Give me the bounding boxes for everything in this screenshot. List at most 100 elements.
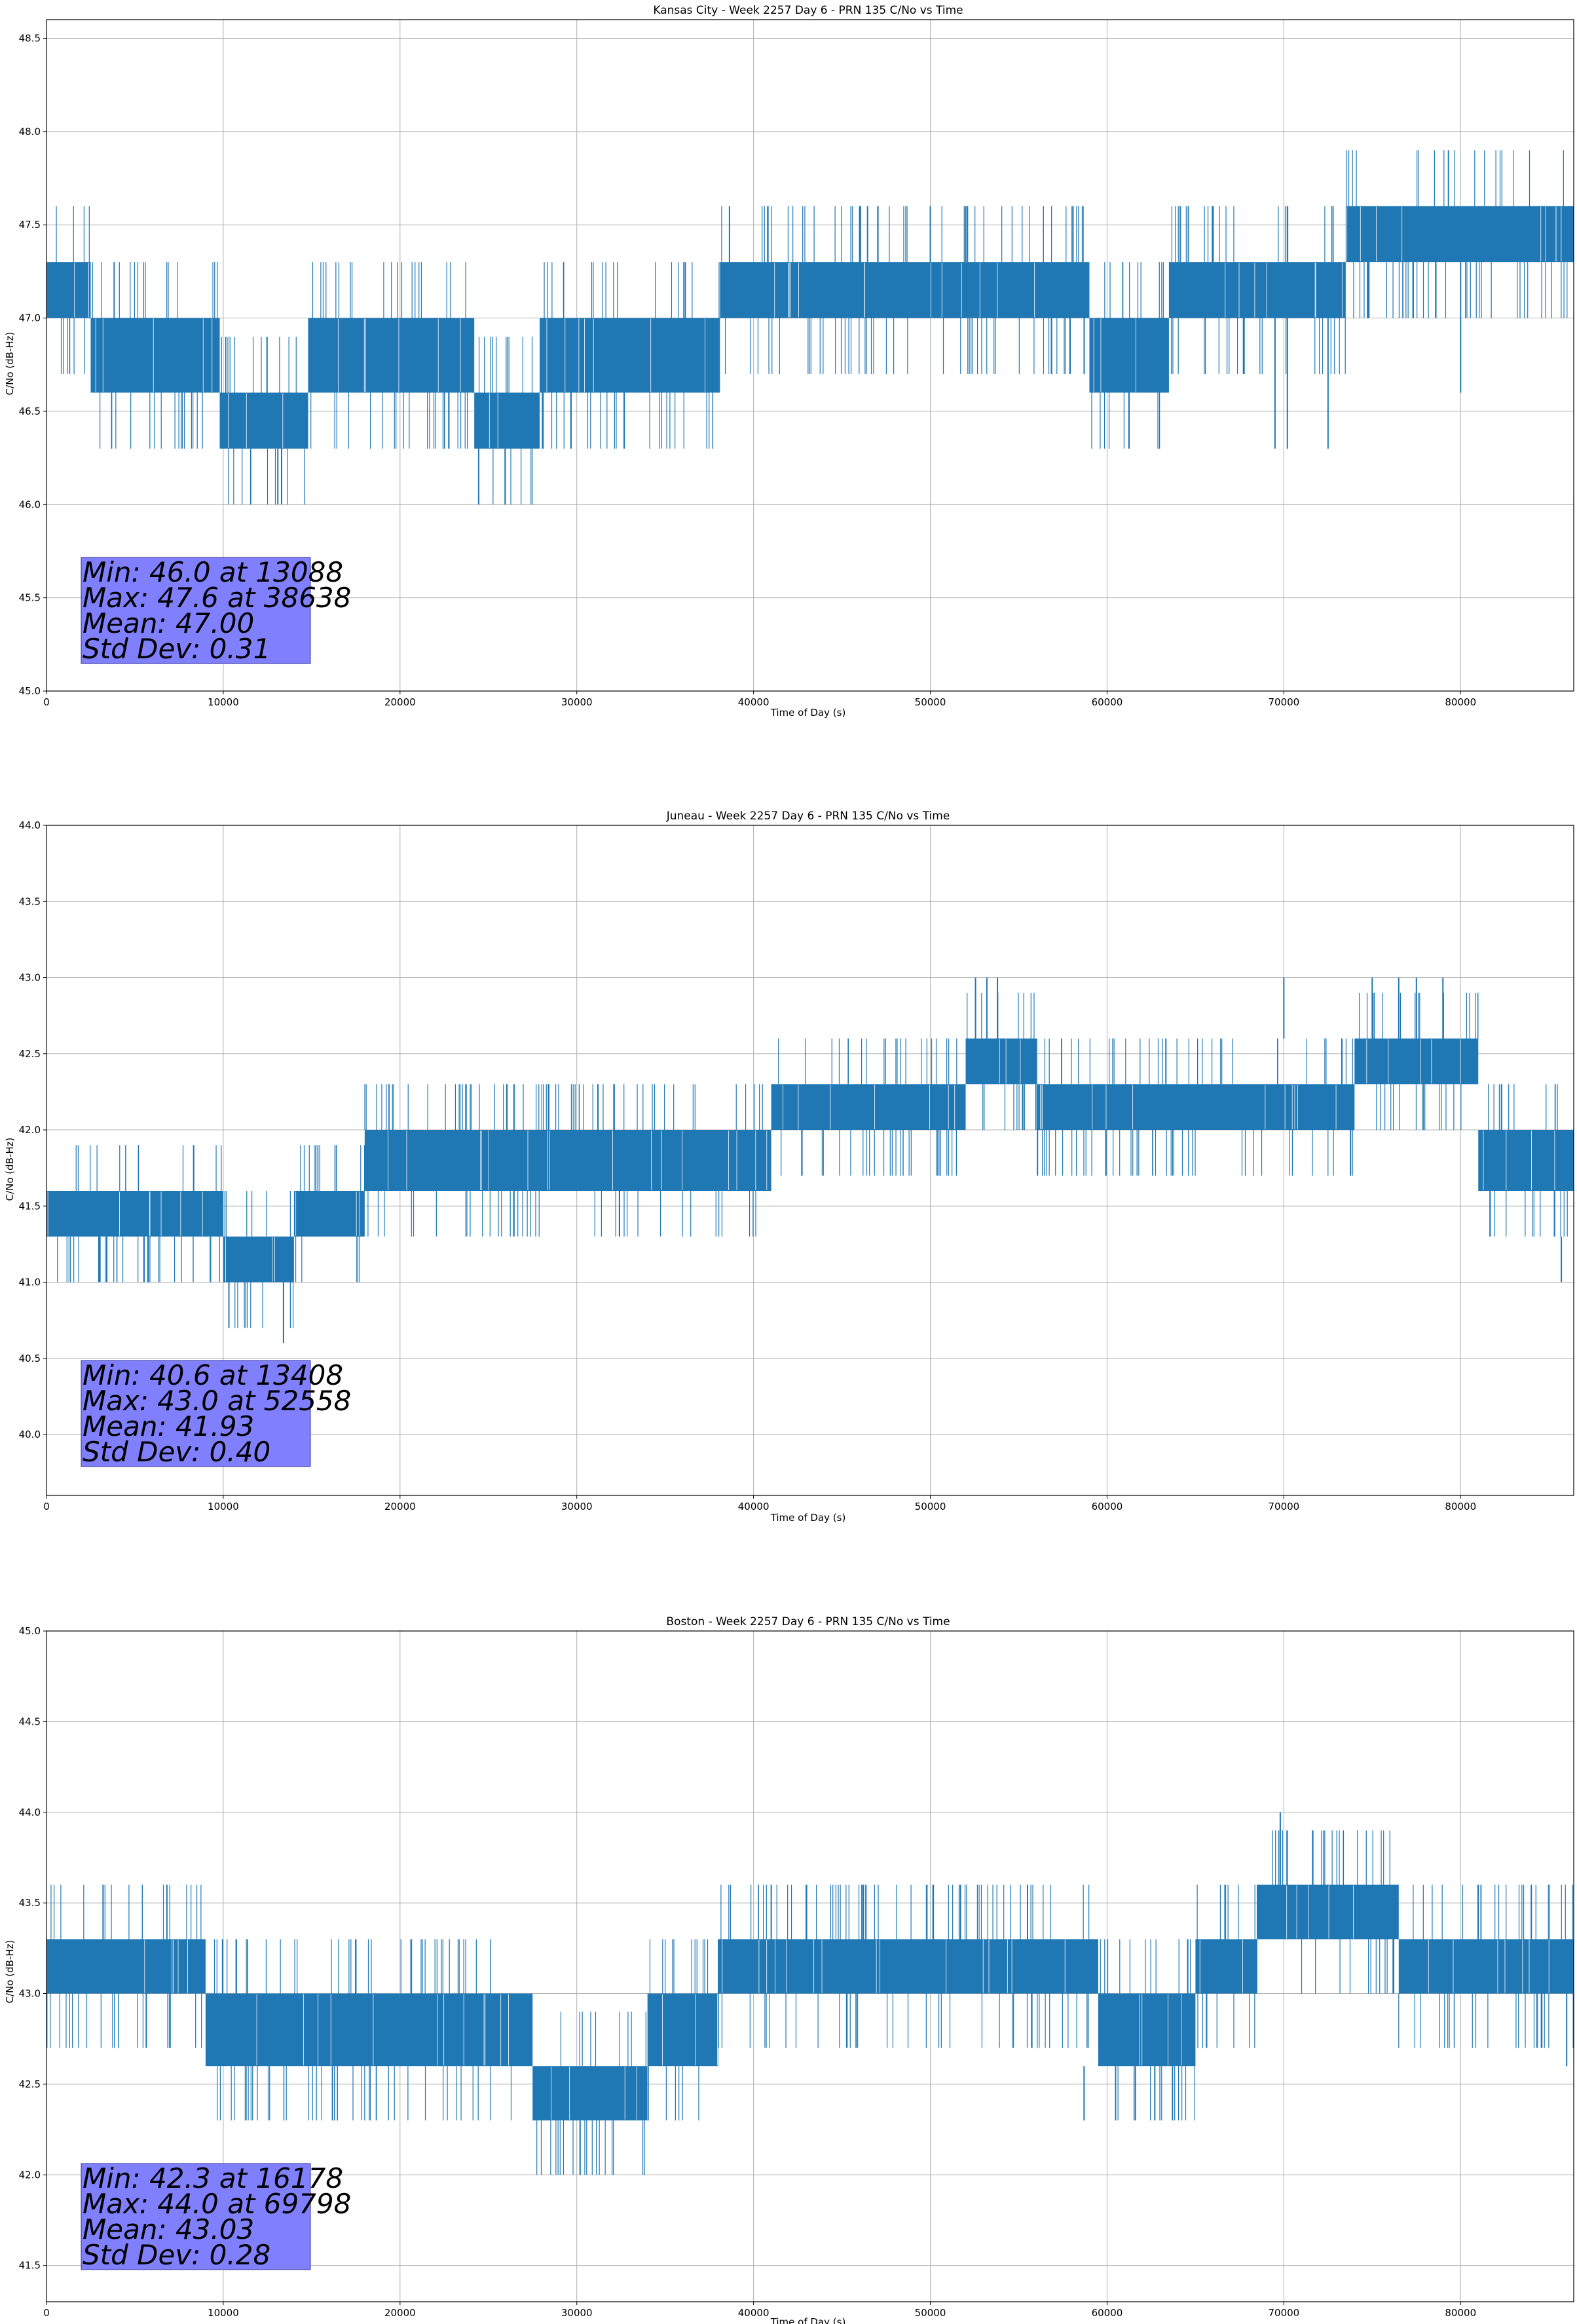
x-tick-label: 0 xyxy=(43,696,50,708)
stats-box-background xyxy=(81,1360,311,1467)
signal-band xyxy=(293,1191,365,1237)
stats-box: Min: 40.6 at 13408 Max: 43.0 at 52558 Me… xyxy=(81,1359,351,1468)
y-tick-label: 41.0 xyxy=(19,1277,41,1288)
x-axis-ticks: 0 10000 20000 30000 40000 50000 60000 70000 8000… xyxy=(43,2302,1476,2319)
x-tick-label: 0 xyxy=(43,2307,50,2319)
x-tick-label: 0 xyxy=(43,1501,50,1512)
stats-box: Min: 46.0 at 13088 Max: 47.6 at 38638 Me… xyxy=(81,556,351,665)
y-axis-ticks: 40.0 40.5 41.0 41.5 42.0 42.5 43.0 43.5 44.0 xyxy=(19,819,46,1440)
x-tick-label: 20000 xyxy=(384,696,416,708)
y-tick-label: 43.0 xyxy=(19,972,41,984)
plot-area-frame xyxy=(46,19,1574,692)
signal-band xyxy=(223,1236,294,1283)
x-tick-label: 30000 xyxy=(561,696,593,708)
y-tick-label: 47.0 xyxy=(19,312,41,324)
data-series xyxy=(46,977,1574,1343)
y-tick-label: 46.0 xyxy=(19,498,41,510)
x-tick-label: 20000 xyxy=(384,1501,416,1512)
y-tick-label: 48.0 xyxy=(19,126,41,138)
plot-area-frame xyxy=(46,825,1574,1496)
stat-mean: Mean: 43.03 xyxy=(83,2213,254,2245)
signal-band xyxy=(1398,1939,1574,1994)
y-axis-label: C/No (dB-Hz) xyxy=(4,1940,16,2004)
x-tick-label: 30000 xyxy=(561,2307,593,2319)
signal-band xyxy=(308,318,475,393)
signal-band xyxy=(532,2066,648,2121)
y-axis-ticks: 41.5 42.0 42.5 43.0 43.5 44.0 44.5 45.0 xyxy=(19,1625,46,2272)
signal-band xyxy=(1098,1993,1196,2067)
x-tick-label: 70000 xyxy=(1268,696,1299,708)
y-axis-label: C/No (dB-Hz) xyxy=(4,332,16,396)
chart-title: Juneau - Week 2257 Day 6 - PRN 135 C/No … xyxy=(666,810,950,823)
signal-band xyxy=(540,318,720,393)
y-tick-label: 45.0 xyxy=(19,1625,41,1637)
x-tick-label: 10000 xyxy=(208,696,239,708)
x-tick-label: 80000 xyxy=(1445,1501,1476,1512)
signal-band xyxy=(46,1191,179,1237)
y-tick-label: 40.5 xyxy=(19,1353,41,1364)
y-tick-label: 46.5 xyxy=(19,405,41,417)
y-tick-label: 42.5 xyxy=(19,1048,41,1060)
x-tick-label: 50000 xyxy=(915,696,946,708)
signal-band xyxy=(1354,1038,1479,1085)
x-axis-label: Time of Day (s) xyxy=(770,2316,846,2324)
x-axis-ticks: 0 10000 20000 30000 40000 50000 60000 70000 8000… xyxy=(43,1495,1476,1512)
stat-min: Min: 46.0 at 13088 xyxy=(83,556,343,588)
x-tick-label: 40000 xyxy=(738,696,770,708)
y-tick-label: 44.0 xyxy=(19,1807,41,1818)
stat-std-dev: Std Dev: 0.40 xyxy=(83,1436,270,1468)
signal-band xyxy=(364,1130,489,1191)
x-axis-label: Time of Day (s) xyxy=(770,707,846,719)
x-tick-label: 60000 xyxy=(1092,2307,1123,2319)
stat-max: Max: 44.0 at 69798 xyxy=(83,2188,351,2220)
x-tick-label: 60000 xyxy=(1092,1501,1123,1512)
signal-band xyxy=(46,1939,206,1994)
y-axis-ticks: 45.0 45.5 46.0 46.5 47.0 47.5 48.0 48.5 xyxy=(19,32,46,697)
chart-title: Boston - Week 2257 Day 6 - PRN 135 C/No … xyxy=(666,1615,950,1628)
signal-band xyxy=(46,262,91,318)
stat-max: Max: 47.6 at 38638 xyxy=(83,582,351,614)
signal-band xyxy=(718,1939,1098,1994)
signal-band xyxy=(488,1130,771,1191)
y-tick-label: 45.5 xyxy=(19,592,41,604)
y-axis-label: C/No (dB-Hz) xyxy=(4,1138,16,1201)
chart-title: Kansas City - Week 2257 Day 6 - PRN 135 … xyxy=(653,4,963,17)
signal-band xyxy=(647,1993,718,2067)
y-tick-label: 43.5 xyxy=(19,895,41,907)
x-axis-label: Time of Day (s) xyxy=(770,1512,846,1524)
stat-mean: Mean: 47.00 xyxy=(83,607,254,639)
stats-box-background xyxy=(81,557,311,664)
signal-band xyxy=(1257,1884,1399,1940)
stat-min: Min: 42.3 at 16178 xyxy=(83,2162,343,2194)
x-tick-label: 70000 xyxy=(1268,2307,1299,2319)
y-tick-label: 42.0 xyxy=(19,2169,41,2181)
x-tick-label: 40000 xyxy=(738,2307,770,2319)
subplot-boston: Boston - Week 2257 Day 6 - PRN 135 C/No … xyxy=(4,1615,1574,2324)
signal-band xyxy=(1036,1084,1355,1130)
stats-box-background xyxy=(81,2163,311,2270)
stat-std-dev: Std Dev: 0.28 xyxy=(83,2239,270,2271)
signal-band xyxy=(965,1038,1037,1085)
y-tick-label: 42.5 xyxy=(19,2078,41,2090)
subplot-kansas-city: Kansas City - Week 2257 Day 6 - PRN 135 … xyxy=(4,4,1574,719)
x-tick-label: 50000 xyxy=(915,2307,946,2319)
y-tick-label: 43.0 xyxy=(19,1988,41,2000)
signal-band xyxy=(1195,1939,1257,1994)
stat-max: Max: 43.0 at 52558 xyxy=(83,1385,351,1417)
signal-band xyxy=(720,262,1090,318)
signal-band xyxy=(1478,1130,1574,1191)
x-tick-label: 30000 xyxy=(561,1501,593,1512)
signal-band xyxy=(219,392,308,449)
data-series xyxy=(46,150,1574,505)
subplot-juneau: Juneau - Week 2257 Day 6 - PRN 135 C/No … xyxy=(4,810,1574,1524)
y-tick-label: 40.0 xyxy=(19,1429,41,1440)
y-tick-label: 41.5 xyxy=(19,1200,41,1212)
y-tick-label: 44.5 xyxy=(19,1715,41,1727)
x-tick-label: 80000 xyxy=(1445,2307,1476,2319)
x-tick-label: 60000 xyxy=(1092,696,1123,708)
signal-band xyxy=(1345,206,1574,263)
y-tick-label: 44.0 xyxy=(19,819,41,831)
stats-box: Min: 42.3 at 16178 Max: 44.0 at 69798 Me… xyxy=(81,2162,351,2271)
signal-band xyxy=(205,1993,533,2067)
